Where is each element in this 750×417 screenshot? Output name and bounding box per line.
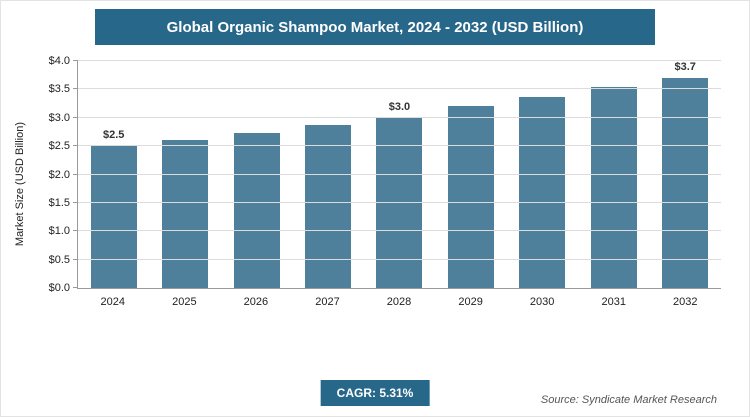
x-tick-label: 2032 bbox=[673, 296, 698, 308]
source-text: Source: Syndicate Market Research bbox=[540, 394, 717, 406]
y-axis-title: Market Size (USD Billion) bbox=[14, 122, 26, 247]
x-tick-label: 2027 bbox=[315, 296, 340, 308]
y-tick-label: $3.5 bbox=[48, 83, 70, 96]
x-tick-label: 2026 bbox=[243, 296, 269, 308]
gridline bbox=[78, 201, 721, 203]
y-tick-mark bbox=[73, 145, 78, 147]
y-tick-label: $1.5 bbox=[48, 196, 70, 209]
x-tick-label: 2025 bbox=[172, 296, 197, 308]
x-tick-label: 2024 bbox=[100, 296, 126, 308]
y-tick-mark bbox=[73, 258, 78, 260]
bar-value-label: $3.0 bbox=[388, 100, 411, 113]
x-tick-label: 2029 bbox=[458, 296, 483, 308]
chart-title: Global Organic Shampoo Market, 2024 - 20… bbox=[166, 18, 584, 36]
x-tick-label: 2030 bbox=[529, 296, 555, 308]
bar bbox=[447, 106, 494, 288]
gridline bbox=[78, 60, 721, 61]
bar bbox=[162, 140, 209, 288]
gridline bbox=[78, 145, 721, 147]
y-tick-mark bbox=[73, 230, 78, 232]
bar: $3.7 bbox=[662, 61, 709, 288]
gridline bbox=[78, 116, 721, 118]
x-axis-labels: 2024 2025 2026 2027 2028 2029 2030 2031 2032 bbox=[77, 289, 721, 308]
plot-area: $2.5 $3.0 $3.7 $0.0 $0.5 $1.0 $1.5 $2.0 $2.5 $3.… bbox=[49, 55, 721, 294]
y-tick-label: $2.5 bbox=[48, 140, 70, 153]
bar bbox=[590, 86, 637, 288]
bar bbox=[233, 133, 280, 288]
y-tick-mark bbox=[73, 88, 78, 90]
x-tick-label: 2028 bbox=[386, 296, 412, 308]
bars-container: $2.5 $3.0 $3.7 bbox=[78, 61, 721, 288]
y-tick-mark bbox=[73, 287, 78, 288]
x-tick-label: 2031 bbox=[601, 296, 626, 308]
cagr-badge: CAGR: 5.31% bbox=[320, 380, 430, 406]
bar: $2.5 bbox=[90, 129, 137, 288]
y-tick-label: $2.0 bbox=[48, 168, 70, 181]
gridline bbox=[78, 173, 721, 175]
bar: $3.0 bbox=[376, 101, 423, 288]
chart-title-bar: Global Organic Shampoo Market, 2024 - 20… bbox=[95, 9, 655, 45]
chart-area: Market Size (USD Billion) $2.5 $3.0 $3.7 $… bbox=[9, 55, 721, 308]
chart-footer: CAGR: 5.31% Source: Syndicate Market Res… bbox=[1, 380, 749, 408]
plot-column: $2.5 $3.0 $3.7 $0.0 $0.5 $1.0 $1.5 $2.0 $2.5 $3.… bbox=[31, 55, 721, 308]
y-tick-mark bbox=[73, 116, 78, 118]
y-tick-label: $0.5 bbox=[48, 253, 70, 266]
bar bbox=[519, 96, 566, 288]
gridline bbox=[78, 88, 721, 90]
gridline bbox=[78, 230, 721, 232]
bar bbox=[305, 124, 352, 288]
y-tick-label: $4.0 bbox=[48, 55, 70, 67]
y-tick-label: $1.0 bbox=[48, 225, 70, 238]
bar-value-label: $3.7 bbox=[674, 61, 696, 74]
bar-value-label: $2.5 bbox=[103, 129, 125, 142]
y-tick-label: $0.0 bbox=[48, 282, 70, 294]
gridline bbox=[78, 258, 721, 260]
y-tick-mark bbox=[73, 60, 78, 61]
y-tick-mark bbox=[73, 173, 78, 175]
y-tick-label: $3.0 bbox=[48, 111, 70, 124]
y-tick-mark bbox=[73, 201, 78, 203]
y-axis-title-wrap: Market Size (USD Billion) bbox=[9, 61, 31, 308]
